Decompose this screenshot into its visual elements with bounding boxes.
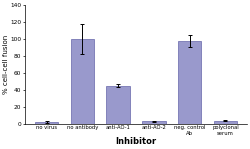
X-axis label: Inhibitor: Inhibitor [116,137,156,146]
Bar [35,122,58,124]
Bar [214,121,237,124]
Bar [178,41,201,124]
Bar [106,86,130,124]
Y-axis label: % cell-cell fusion: % cell-cell fusion [3,35,9,94]
Bar [142,121,166,124]
Bar [71,39,94,124]
